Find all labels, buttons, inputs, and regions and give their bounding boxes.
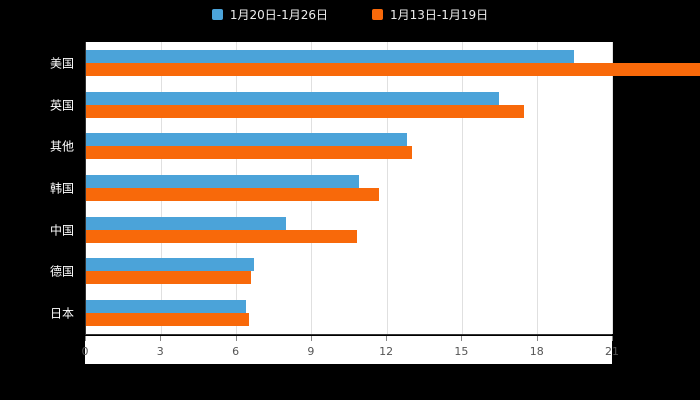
tick-label: 18 — [529, 345, 544, 358]
bar — [86, 49, 575, 63]
bar-group — [86, 42, 700, 84]
bar-group — [86, 292, 612, 334]
legend-swatch-blue — [211, 9, 223, 20]
tick-mark — [536, 336, 538, 341]
tick-mark — [386, 336, 388, 341]
x-axis: 0 3 6 9 12 15 18 21 — [81, 336, 619, 364]
bar — [86, 174, 360, 188]
category-label: 日本 — [49, 306, 74, 321]
bar — [86, 271, 252, 285]
category-label: 中国 — [49, 223, 74, 238]
bar — [86, 104, 525, 118]
bar-group — [86, 209, 612, 251]
bar — [86, 62, 700, 76]
category-label: 英国 — [49, 98, 74, 113]
bar — [86, 216, 287, 230]
bar-group — [86, 125, 612, 167]
tick-mark — [612, 336, 613, 341]
legend-swatch-orange — [372, 9, 383, 20]
bar — [86, 91, 500, 105]
tick-mark — [235, 336, 237, 341]
legend-label-week2: 1月20日-1月26日 — [229, 8, 328, 22]
tick-mark — [85, 336, 86, 341]
category-label: 德国 — [49, 264, 74, 279]
tick-mark — [461, 336, 463, 341]
tick-label: 9 — [307, 345, 315, 358]
bar — [86, 146, 412, 160]
bar — [86, 229, 357, 243]
tick-label: 3 — [156, 345, 164, 358]
gridline — [386, 42, 388, 334]
gridline — [536, 42, 538, 334]
legend-item-week2[interactable]: 1月20日-1月26日 — [211, 6, 328, 23]
bar-group — [86, 251, 612, 293]
tick-mark — [160, 336, 162, 341]
legend-label-week1: 1月13日-1月19日 — [390, 8, 489, 22]
tick-label: 6 — [232, 345, 240, 358]
tick-label: 21 — [605, 345, 619, 358]
bar-group — [86, 84, 612, 126]
gridline — [461, 42, 463, 334]
bar — [86, 187, 380, 201]
category-label: 其他 — [49, 139, 74, 154]
y-axis-labels: 美国英国其他韩国中国德国日本 — [0, 42, 80, 335]
tick-label: 0 — [81, 345, 89, 358]
tick-mark — [310, 336, 312, 341]
bar-group — [86, 167, 612, 209]
bar — [86, 258, 254, 272]
bar — [86, 300, 247, 314]
gridline — [612, 42, 613, 334]
legend: 1月20日-1月26日 1月13日-1月19日 — [0, 6, 700, 23]
category-label: 美国 — [49, 56, 74, 71]
category-label: 韩国 — [49, 181, 74, 196]
legend-item-week1[interactable]: 1月13日-1月19日 — [372, 6, 488, 23]
bar — [86, 313, 249, 327]
plot-area — [85, 42, 700, 335]
tick-label: 15 — [454, 345, 469, 358]
tick-label: 12 — [379, 345, 394, 358]
bar — [86, 133, 407, 147]
